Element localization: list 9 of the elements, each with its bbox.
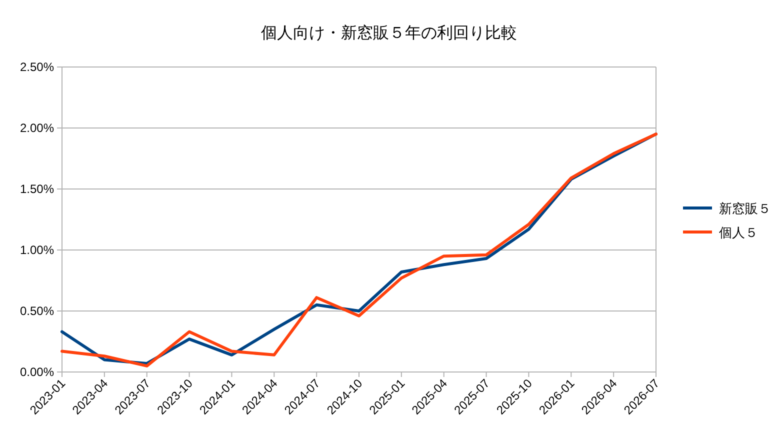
y-tick-label: 2.00% bbox=[20, 121, 54, 135]
legend-label: 新窓販５ bbox=[719, 201, 771, 216]
legend-label: 個人５ bbox=[719, 225, 758, 240]
chart-title: 個人向け・新窓販５年の利回り比較 bbox=[261, 24, 517, 42]
y-tick-label: 2.50% bbox=[20, 60, 54, 74]
y-tick-label: 1.50% bbox=[20, 182, 54, 196]
y-tick-label: 0.50% bbox=[20, 304, 54, 318]
y-tick-label: 0.00% bbox=[20, 365, 54, 379]
y-tick-label: 1.00% bbox=[20, 243, 54, 257]
